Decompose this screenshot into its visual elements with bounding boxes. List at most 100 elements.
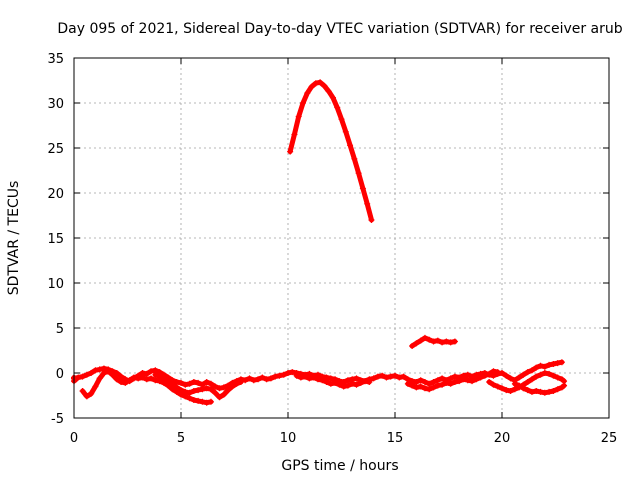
data-point [340,383,347,390]
x-tick-label: 15 [387,431,404,446]
data-point [351,155,358,162]
x-tick-label: 10 [280,431,297,446]
data-point [173,379,180,385]
data-point [126,377,133,384]
data-point [220,391,227,398]
data-point [541,363,548,370]
data-point [319,377,326,384]
data-point [507,375,514,382]
data-point [404,380,411,387]
data-point [280,371,287,378]
y-axis-label: SDTVAR / TECUs [6,181,22,296]
series-line [405,368,501,392]
data-point [285,370,291,376]
data-point [203,399,210,406]
data-point [426,386,433,393]
data-point [537,371,544,378]
data-point [148,375,155,382]
data-point [182,388,189,395]
data-point [135,375,142,382]
data-point [289,369,296,376]
data-point [323,379,330,385]
data-point [507,388,514,394]
data-point [317,79,324,86]
data-point [304,90,311,97]
data-point [143,376,150,383]
data-point [366,379,373,385]
data-point [464,377,471,384]
data-point [533,364,540,371]
data-point [451,379,458,385]
data-point [195,379,202,386]
data-point [368,217,375,223]
data-point [96,375,103,382]
data-point [83,393,90,400]
data-point [443,338,450,345]
data-point [477,374,484,381]
data-point [353,381,360,388]
data-point [336,381,343,388]
data-point [421,385,428,392]
y-tick-label: -5 [51,412,64,427]
data-point [528,376,535,383]
data-point [430,379,437,385]
data-point [355,170,362,177]
data-point [349,380,356,387]
y-tick-label: 20 [47,187,64,202]
data-point [464,371,471,378]
chart-title: Day 095 of 2021, Sidereal Day-to-day VTE… [57,21,622,37]
data-point [456,378,463,385]
data-point [486,379,493,385]
data-point [327,380,334,387]
data-point [434,337,441,344]
data-point [413,384,420,391]
data-point [312,80,319,87]
data-point [460,376,467,383]
data-point [178,387,184,394]
data-point [308,83,315,90]
data-point [417,383,424,390]
data-point [118,379,125,385]
data-point [379,372,386,379]
data-point [503,372,510,379]
data-point [100,370,107,376]
data-point [554,386,561,393]
y-tick-label: 35 [47,52,64,67]
y-tick-label: 25 [47,142,64,157]
y-tick-label: 0 [56,367,64,382]
data-point [169,381,176,388]
data-point [439,339,446,346]
data-point [524,369,531,376]
data-point [561,382,568,389]
data-point [297,374,304,381]
data-point [447,339,454,346]
data-point [516,374,523,381]
data-point [546,361,553,368]
data-point [109,371,116,378]
data-point [439,381,446,388]
data-point [207,398,214,405]
data-point [528,388,535,395]
data-point [344,382,351,389]
data-point [520,371,527,378]
data-point [430,384,437,391]
data-point [306,375,313,382]
data-point [130,374,137,381]
series-trace-5 [404,368,501,393]
data-point [233,380,240,387]
data-point [541,389,548,396]
data-point [537,388,544,395]
data-point [503,387,510,394]
data-point [541,370,548,376]
data-series [71,79,568,406]
data-point [550,372,557,379]
data-point [92,367,99,374]
series-trace-3 [152,371,244,401]
data-point [186,395,193,402]
data-point [190,388,197,394]
data-point [242,377,249,384]
data-point [203,379,210,385]
data-point [387,373,394,380]
data-point [229,383,236,390]
data-point [237,379,244,385]
